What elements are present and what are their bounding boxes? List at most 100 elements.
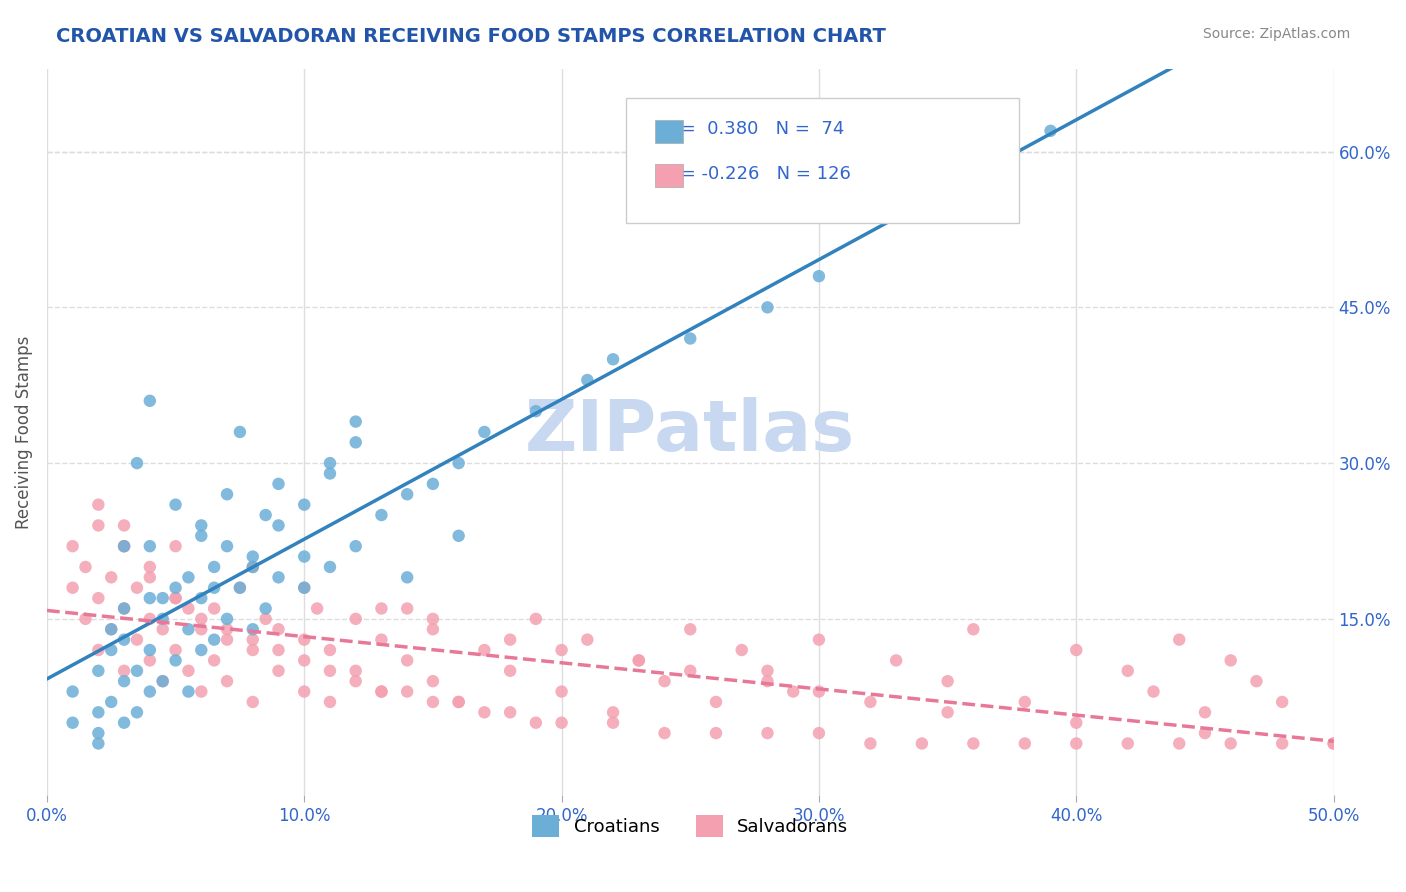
Point <box>267 622 290 636</box>
Point <box>62 684 84 698</box>
Point <box>370 632 392 647</box>
Point <box>654 674 676 689</box>
Point <box>139 684 162 698</box>
Point <box>474 643 496 657</box>
Point <box>1194 726 1216 740</box>
Point <box>344 664 367 678</box>
Point <box>756 726 779 740</box>
Point <box>602 715 624 730</box>
Point <box>152 622 174 636</box>
Point <box>936 706 959 720</box>
Point <box>344 435 367 450</box>
Point <box>807 632 830 647</box>
Point <box>1116 736 1139 750</box>
Point <box>62 581 84 595</box>
Point <box>731 643 754 657</box>
Point <box>152 674 174 689</box>
Point <box>215 674 238 689</box>
Point <box>267 643 290 657</box>
Point <box>112 539 135 553</box>
Point <box>139 653 162 667</box>
Point <box>190 529 212 543</box>
Point <box>165 643 187 657</box>
Point <box>292 581 315 595</box>
Point <box>242 695 264 709</box>
Point <box>447 456 470 470</box>
Point <box>807 726 830 740</box>
Point <box>292 498 315 512</box>
Point <box>165 591 187 606</box>
Point <box>254 612 277 626</box>
Point <box>550 643 572 657</box>
Point <box>139 570 162 584</box>
Point <box>267 664 290 678</box>
Point <box>370 684 392 698</box>
Point <box>254 508 277 522</box>
Point <box>396 487 419 501</box>
Point <box>242 560 264 574</box>
Point <box>87 643 110 657</box>
Point <box>319 560 342 574</box>
Point <box>87 736 110 750</box>
Point <box>344 674 367 689</box>
Point <box>422 476 444 491</box>
Point <box>62 539 84 553</box>
Point <box>215 539 238 553</box>
Point <box>242 632 264 647</box>
Point <box>229 425 252 439</box>
Point <box>422 695 444 709</box>
Point <box>190 518 212 533</box>
Point <box>370 508 392 522</box>
Point <box>1168 632 1191 647</box>
Point <box>499 664 522 678</box>
Point <box>87 706 110 720</box>
Point <box>202 581 225 595</box>
Point <box>307 601 329 615</box>
Point <box>292 684 315 698</box>
Point <box>654 726 676 740</box>
Point <box>576 632 599 647</box>
Point <box>125 706 148 720</box>
Point <box>165 539 187 553</box>
Text: ZIPatlas: ZIPatlas <box>526 398 855 467</box>
Point <box>292 549 315 564</box>
Point <box>125 632 148 647</box>
Text: R =  0.380   N =  74: R = 0.380 N = 74 <box>651 120 845 138</box>
Point <box>1168 736 1191 750</box>
Point <box>112 664 135 678</box>
Point <box>139 539 162 553</box>
Point <box>344 539 367 553</box>
Point <box>202 601 225 615</box>
Point <box>396 684 419 698</box>
Point <box>112 715 135 730</box>
Point <box>139 560 162 574</box>
Point <box>190 684 212 698</box>
Point <box>550 684 572 698</box>
Point <box>1271 736 1294 750</box>
Point <box>292 581 315 595</box>
Point <box>396 570 419 584</box>
Point <box>474 425 496 439</box>
Point <box>474 706 496 720</box>
Point <box>344 415 367 429</box>
Point <box>422 674 444 689</box>
Point <box>242 622 264 636</box>
Point <box>202 653 225 667</box>
Point <box>704 726 727 740</box>
Point <box>1014 695 1036 709</box>
Point <box>229 581 252 595</box>
Point <box>1014 736 1036 750</box>
Point <box>679 664 702 678</box>
Point <box>190 622 212 636</box>
Point <box>756 301 779 315</box>
Point <box>215 622 238 636</box>
Point <box>422 612 444 626</box>
Point <box>165 591 187 606</box>
Point <box>1271 695 1294 709</box>
Point <box>859 736 882 750</box>
Legend: Croatians, Salvadorans: Croatians, Salvadorans <box>524 808 855 845</box>
Point <box>165 581 187 595</box>
Text: R = -0.226   N = 126: R = -0.226 N = 126 <box>651 165 851 183</box>
Point <box>1064 736 1087 750</box>
Point <box>177 601 200 615</box>
